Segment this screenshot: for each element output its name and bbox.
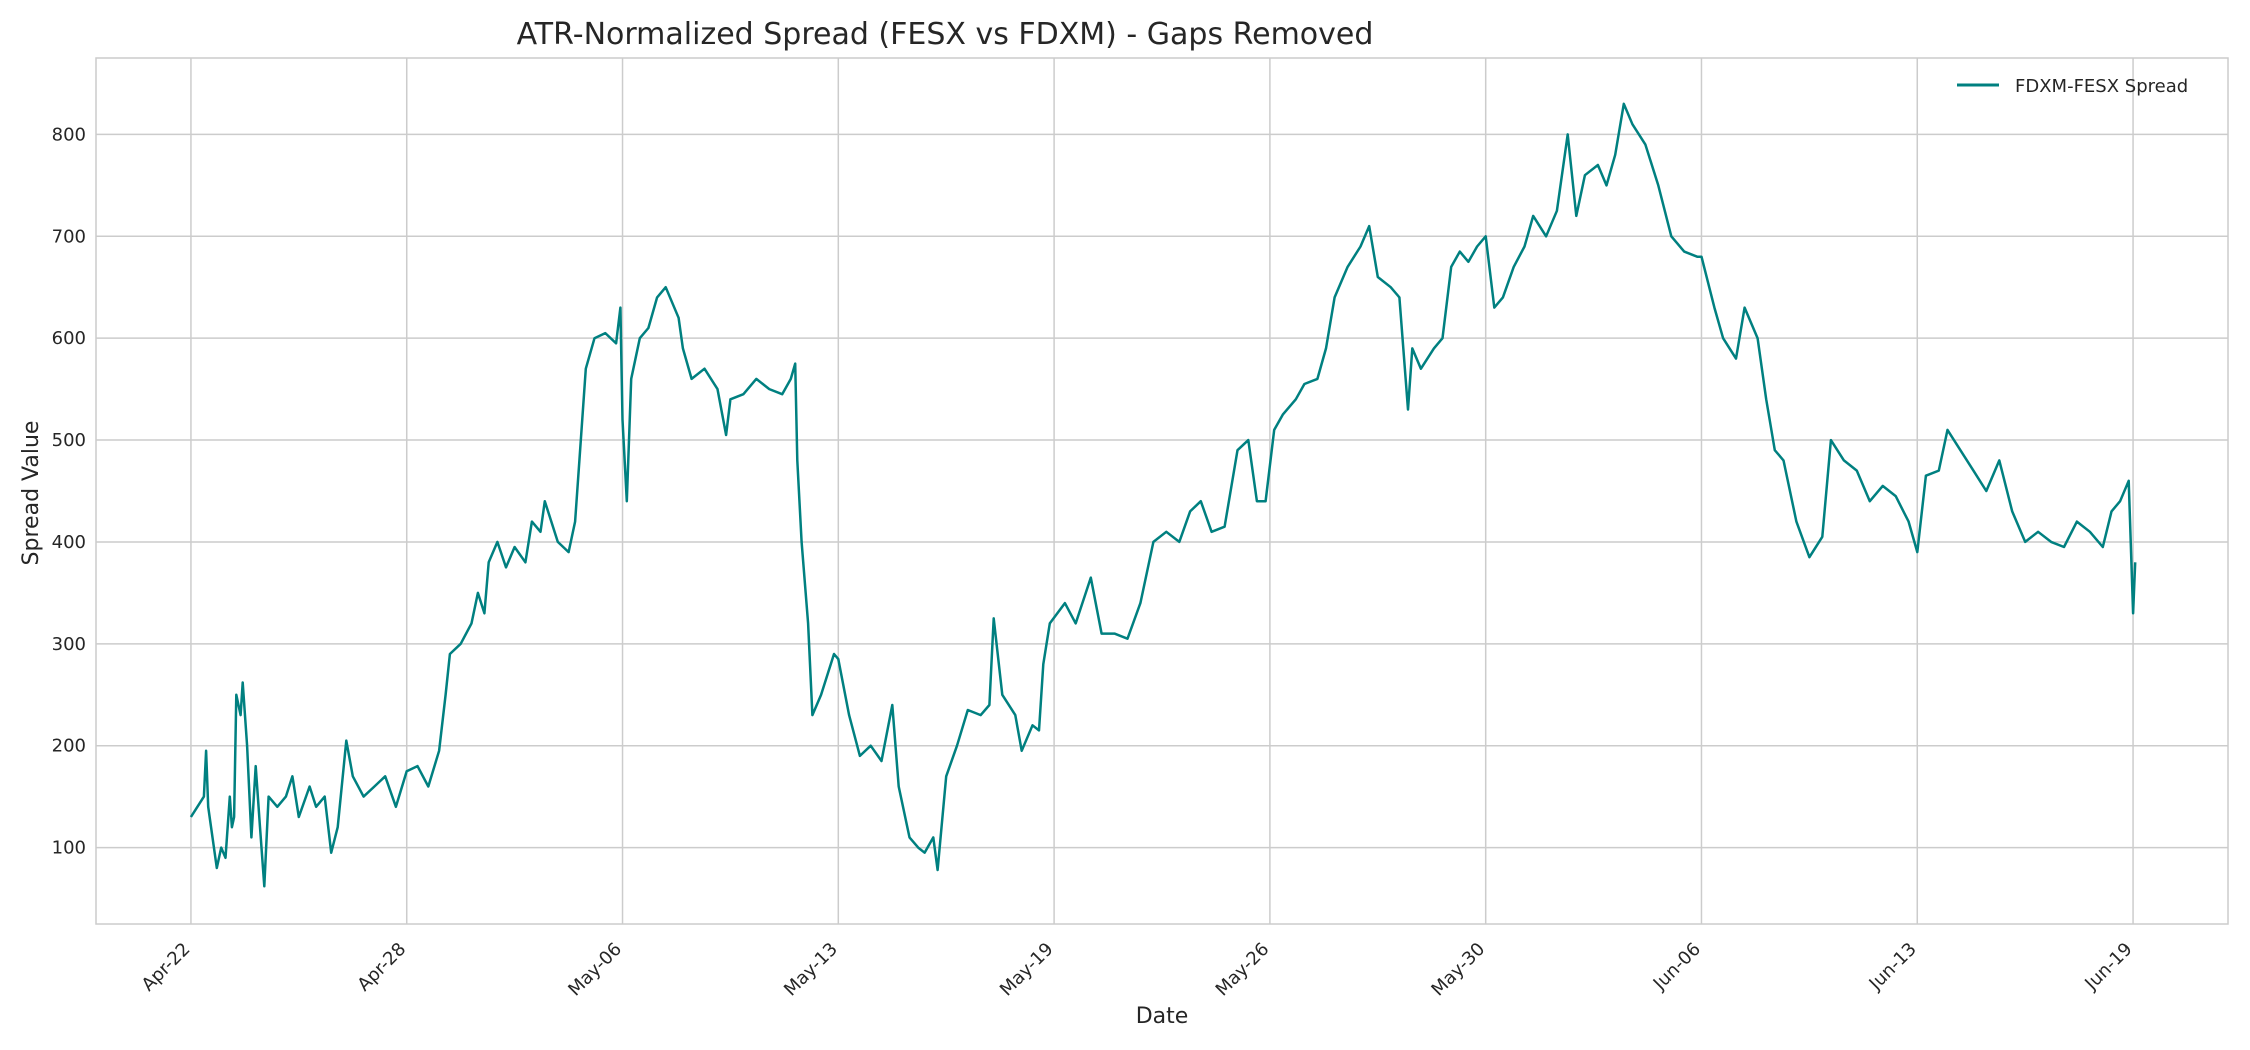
chart-title: ATR-Normalized Spread (FESX vs FDXM) - G… <box>517 17 1374 52</box>
series-layer <box>189 102 2137 888</box>
plot-area-frame <box>95 57 2229 925</box>
y-tick-label: 800 <box>52 124 86 145</box>
legend: FDXM-FESX Spread <box>1957 76 2188 97</box>
y-tick-label: 700 <box>52 226 86 247</box>
grid-lines <box>96 58 2228 924</box>
y-tick-label: 100 <box>52 838 86 859</box>
y-tick-label: 600 <box>52 328 86 349</box>
y-axis-label: Spread Value <box>19 421 44 566</box>
y-tick-label: 500 <box>52 430 86 451</box>
legend-label-fdxm-fesx-spread: FDXM-FESX Spread <box>2015 76 2188 97</box>
y-tick-label: 300 <box>52 634 86 655</box>
y-tick-label: 200 <box>52 736 86 757</box>
y-tick-label: 400 <box>52 532 86 553</box>
series-line-fdxm-fesx-spread <box>189 102 2137 888</box>
x-axis-label: Date <box>1136 1004 1189 1029</box>
